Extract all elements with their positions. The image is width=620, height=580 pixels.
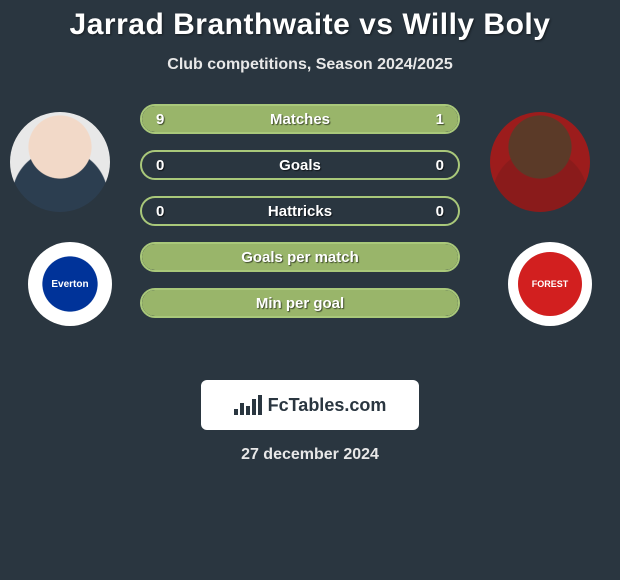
- brand-logo-box: FcTables.com: [201, 380, 419, 430]
- club-right-badge-text: FOREST: [532, 280, 569, 289]
- club-right-badge: FOREST: [508, 242, 592, 326]
- player-left-avatar: [10, 112, 110, 212]
- comparison-area: Everton FOREST Matches91Goals00Hattricks…: [0, 104, 620, 374]
- stat-label: Goals per match: [142, 244, 458, 270]
- stat-bar: Goals0 0: [140, 150, 460, 180]
- stat-value-right: 0: [422, 152, 458, 178]
- club-right-badge-inner: FOREST: [518, 252, 582, 316]
- stat-bar: Hattricks0 0: [140, 196, 460, 226]
- stat-label: Goals: [142, 152, 458, 178]
- chart-icon: [234, 395, 262, 415]
- stat-value-left: 0: [142, 198, 178, 224]
- player-right-avatar: [490, 112, 590, 212]
- stat-bar: Min per goal: [140, 288, 460, 318]
- stat-value-right: 1: [422, 106, 458, 132]
- page-title: Jarrad Branthwaite vs Willy Boly: [0, 0, 620, 42]
- date-line: 27 december 2024: [0, 446, 620, 464]
- stat-value-left: 0: [142, 152, 178, 178]
- stat-bar: Matches9 1: [140, 104, 460, 134]
- stat-bar: Goals per match: [140, 242, 460, 272]
- club-left-badge-text: Everton: [51, 279, 88, 290]
- brand-text: FcTables.com: [268, 395, 387, 416]
- subtitle: Club competitions, Season 2024/2025: [0, 56, 620, 74]
- stat-label: Min per goal: [142, 290, 458, 316]
- stat-value-left: 9: [142, 106, 178, 132]
- stat-label: Matches: [142, 106, 458, 132]
- stat-value-right: 0: [422, 198, 458, 224]
- club-left-badge: Everton: [28, 242, 112, 326]
- stat-label: Hattricks: [142, 198, 458, 224]
- stat-bars-container: Matches91Goals00Hattricks00Goals per mat…: [140, 104, 460, 334]
